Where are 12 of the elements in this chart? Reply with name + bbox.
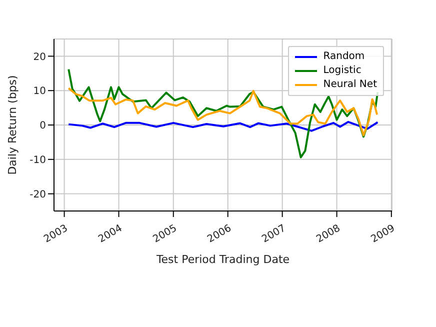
legend-label: Neural Net [323,78,377,92]
y-axis-title: Daily Return (bps) [6,75,19,175]
legend-label: Random [323,50,365,64]
y-tick-label: 10 [33,86,46,98]
x-axis-title: Test Period Trading Date [155,253,290,266]
y-tick-label: 20 [33,52,46,63]
line-series [68,120,379,132]
y-tick-label: 0 [40,120,46,132]
line-series [68,87,378,136]
y-tick-label: -20 [30,189,46,200]
legend-label: Logistic [323,64,362,78]
y-tick-label: -10 [30,154,46,166]
